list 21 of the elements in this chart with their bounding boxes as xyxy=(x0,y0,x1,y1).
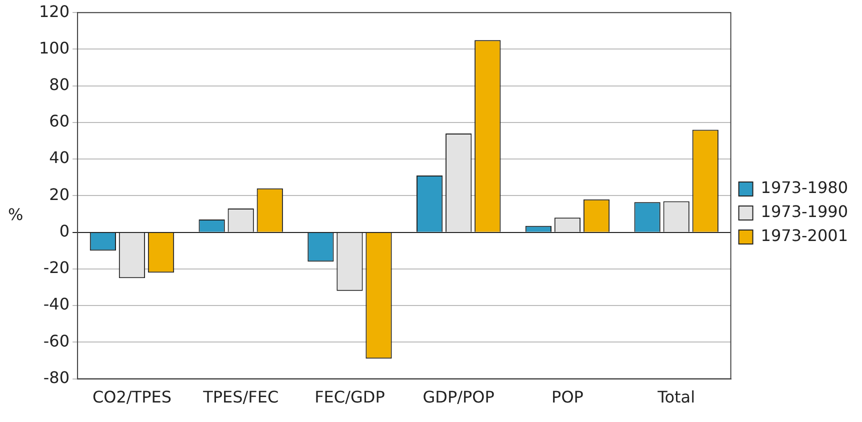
y-tick-label: -20 xyxy=(43,258,70,278)
y-tick-label: 100 xyxy=(38,38,70,58)
y-tick-label: 0 xyxy=(59,221,70,240)
x-tick-label: POP xyxy=(552,388,584,407)
y-tick-label: 40 xyxy=(49,148,70,168)
x-tick-label: TPES/FEC xyxy=(202,388,279,407)
y-tick-label: 120 xyxy=(38,2,70,21)
y-tick-label: 20 xyxy=(49,184,70,204)
y-tick-label: -80 xyxy=(43,368,70,387)
x-tick-label: CO2/TPES xyxy=(92,388,172,407)
y-tick-label: -60 xyxy=(43,331,70,350)
legend-label: 1973-2001 xyxy=(760,226,848,246)
y-tick-label: 80 xyxy=(49,74,70,94)
x-tick-label: FEC/GDP xyxy=(314,388,386,407)
y-axis-title: % xyxy=(8,204,24,224)
legend-label: 1973-1980 xyxy=(760,178,848,198)
legend-label: 1973-1990 xyxy=(760,202,848,222)
x-tick-label: Total xyxy=(656,388,696,407)
y-tick-label: 60 xyxy=(49,112,70,131)
y-tick-label: -40 xyxy=(43,294,70,314)
x-tick-label: GDP/POP xyxy=(422,388,495,407)
